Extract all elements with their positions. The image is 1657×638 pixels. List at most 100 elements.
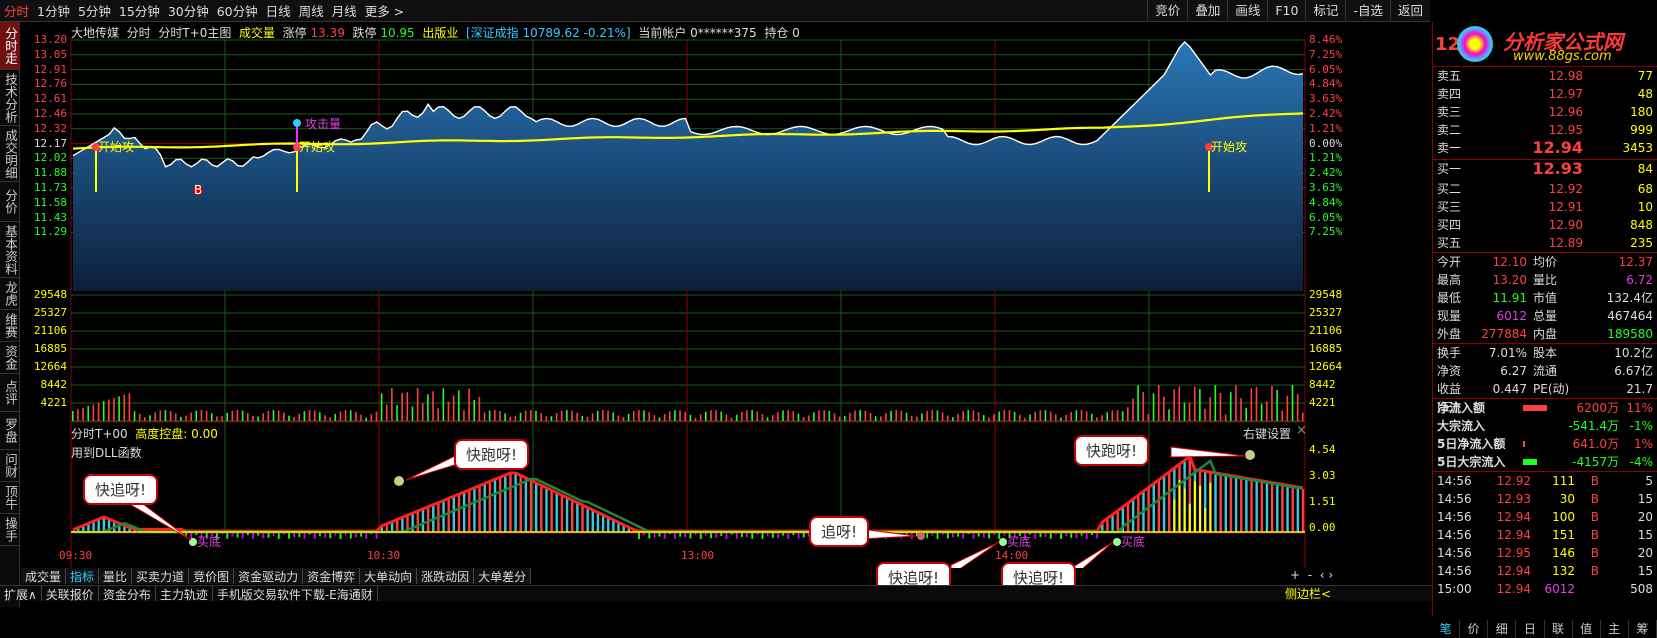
status-item-2[interactable]: 资金分布 bbox=[99, 586, 156, 602]
indicator-tab-4[interactable]: 竞价图 bbox=[189, 568, 235, 584]
sub-tick-0: 4.54 bbox=[1309, 443, 1336, 456]
indicator-tab-1[interactable]: 指标 bbox=[66, 568, 100, 584]
tab-60min[interactable]: 60分钟 bbox=[216, 4, 258, 19]
right-tab-7[interactable]: 筹 bbox=[1629, 620, 1657, 638]
status-item-3[interactable]: 主力轨迹 bbox=[156, 586, 213, 602]
volume-bar bbox=[725, 414, 728, 421]
tick-cell-4: 5 bbox=[1645, 474, 1653, 488]
stat-value: 6.72 bbox=[1626, 273, 1653, 287]
bids-row[interactable]: 买一 12.93 84 bbox=[1433, 160, 1657, 180]
volume-bar bbox=[910, 415, 913, 421]
tab-15min[interactable]: 15分钟 bbox=[118, 4, 160, 19]
bids-row[interactable]: 买二 12.92 68 bbox=[1433, 180, 1657, 198]
status-item-4[interactable]: 手机版交易软件下载-E海通财 bbox=[213, 586, 378, 602]
draw-button[interactable]: 画线 bbox=[1227, 0, 1267, 22]
book-volume: 10 bbox=[1637, 200, 1653, 214]
tab-day[interactable]: 日线 bbox=[265, 4, 291, 19]
asks-row[interactable]: 卖五 12.98 77 bbox=[1433, 67, 1657, 85]
indicator-tab-2[interactable]: 量比 bbox=[99, 568, 133, 584]
intraday-chart[interactable]: 开始攻 开始攻 开始攻 攻击量 B 买底 买底 买底 bbox=[21, 22, 1411, 568]
sub-title[interactable]: 分时T+00 bbox=[71, 427, 128, 441]
bids-row[interactable]: 买五 12.89 235 bbox=[1433, 234, 1657, 252]
tab-5min[interactable]: 5分钟 bbox=[77, 4, 111, 19]
tab-more[interactable]: 更多 > bbox=[364, 4, 405, 19]
logo-icon bbox=[1457, 26, 1493, 62]
volume-bar bbox=[555, 413, 558, 421]
sub-bar bbox=[272, 532, 275, 537]
overlay-button[interactable]: 叠加 bbox=[1187, 0, 1227, 22]
sub-bar bbox=[1188, 457, 1191, 532]
right-tab-6[interactable]: 主 bbox=[1601, 620, 1629, 638]
bids-row[interactable]: 买三 12.91 10 bbox=[1433, 198, 1657, 216]
left-tab-7[interactable]: 资金 bbox=[0, 342, 20, 374]
mode2-label[interactable]: 分时T+0主图 bbox=[158, 26, 232, 40]
volume-bar bbox=[205, 410, 208, 421]
indicator-tab-3[interactable]: 买卖力道 bbox=[132, 568, 190, 584]
watchlist-button[interactable]: -自选 bbox=[1345, 0, 1390, 22]
volume-bar bbox=[442, 388, 445, 421]
mark-button[interactable]: 标记 bbox=[1305, 0, 1345, 22]
book-price: 12.97 bbox=[1548, 87, 1583, 101]
tab-month[interactable]: 月线 bbox=[331, 4, 357, 19]
pct-tick-8: 1.21% bbox=[1309, 151, 1343, 165]
volume-bar bbox=[921, 413, 923, 421]
right-tab-3[interactable]: 日 bbox=[1516, 620, 1545, 638]
indicator-tab-0[interactable]: 成交量 bbox=[21, 568, 67, 584]
left-tab-11[interactable]: 顶牛 bbox=[0, 482, 20, 514]
left-tab-3[interactable]: 分价表 bbox=[0, 182, 20, 222]
auction-button[interactable]: 竞价 bbox=[1147, 0, 1187, 22]
left-tab-4[interactable]: 基本资料 bbox=[0, 222, 20, 278]
right-tab-5[interactable]: 值 bbox=[1573, 620, 1601, 638]
left-tab-2[interactable]: 成交明细 bbox=[0, 126, 20, 182]
sector-label[interactable]: 出版业 bbox=[422, 26, 459, 40]
index-info[interactable]: [深证成指 10789.62 -0.21%] bbox=[465, 26, 631, 40]
pct-tick-0: 8.46% bbox=[1309, 33, 1343, 46]
status-item-1[interactable]: 关联报价 bbox=[42, 586, 99, 602]
asks-row[interactable]: 卖一 12.94 3453 bbox=[1433, 139, 1657, 159]
left-tab-12[interactable]: 操手 bbox=[0, 514, 20, 546]
indicator-tab-7[interactable]: 大单动向 bbox=[360, 568, 418, 584]
scroll-left-button[interactable]: ‹ bbox=[1319, 568, 1325, 582]
left-tab-5[interactable]: 龙虎 bbox=[0, 278, 20, 310]
sub-bar bbox=[1013, 532, 1016, 538]
right-tab-2[interactable]: 细 bbox=[1488, 620, 1517, 638]
close-icon[interactable]: × bbox=[1296, 423, 1307, 438]
volume-bar bbox=[468, 388, 470, 421]
left-tab-8[interactable]: 点评 bbox=[0, 374, 20, 412]
left-tab-0[interactable]: 分时走势 bbox=[0, 22, 20, 70]
tab-week[interactable]: 周线 bbox=[298, 4, 324, 19]
tab-1min[interactable]: 1分钟 bbox=[37, 4, 70, 19]
left-tab-10[interactable]: 问财 bbox=[0, 450, 20, 482]
sub-bar bbox=[1255, 480, 1258, 532]
zoom-in-button[interactable]: + bbox=[1290, 568, 1301, 582]
asks-row[interactable]: 卖二 12.95 999 bbox=[1433, 121, 1657, 139]
sub-bar bbox=[529, 481, 533, 532]
back-button[interactable]: 返回 bbox=[1389, 0, 1430, 22]
bids-row[interactable]: 买四 12.90 848 bbox=[1433, 216, 1657, 234]
f10-button[interactable]: F10 bbox=[1267, 0, 1305, 22]
tab-30min[interactable]: 30分钟 bbox=[167, 4, 209, 19]
left-tab-6[interactable]: 维赛 bbox=[0, 310, 20, 342]
volume-bar bbox=[596, 411, 599, 421]
asks-row[interactable]: 卖三 12.96 180 bbox=[1433, 103, 1657, 121]
sidebar-toggle[interactable]: 侧边栏< bbox=[1285, 587, 1332, 601]
sub-bar bbox=[416, 511, 420, 532]
indicator-tab-9[interactable]: 大单差分 bbox=[474, 568, 532, 584]
mode-label[interactable]: 分时 bbox=[126, 26, 151, 40]
left-tab-1[interactable]: 技术分析 bbox=[0, 70, 20, 126]
right-tab-0[interactable]: 笔 bbox=[1432, 620, 1461, 638]
sub-bar-yellow bbox=[1183, 488, 1186, 532]
indicator-tab-8[interactable]: 涨跌动因 bbox=[417, 568, 475, 584]
right-tab-4[interactable]: 联 bbox=[1545, 620, 1573, 638]
right-tab-1[interactable]: 价 bbox=[1460, 620, 1489, 638]
indicator-tab-5[interactable]: 资金驱动力 bbox=[234, 568, 304, 584]
indicator-tab-6[interactable]: 资金博弈 bbox=[303, 568, 361, 584]
status-item-0[interactable]: 扩展∧ bbox=[0, 586, 42, 602]
sub-bar bbox=[560, 496, 564, 532]
scroll-right-button[interactable]: › bbox=[1328, 568, 1334, 582]
asks-row[interactable]: 卖四 12.97 48 bbox=[1433, 85, 1657, 103]
right-click-settings[interactable]: 右键设置 bbox=[1243, 427, 1292, 441]
left-tab-9[interactable]: 罗盘 bbox=[0, 412, 20, 450]
tab-fenshi[interactable]: 分时 bbox=[4, 4, 30, 19]
zoom-out-button[interactable]: - bbox=[1307, 568, 1313, 582]
